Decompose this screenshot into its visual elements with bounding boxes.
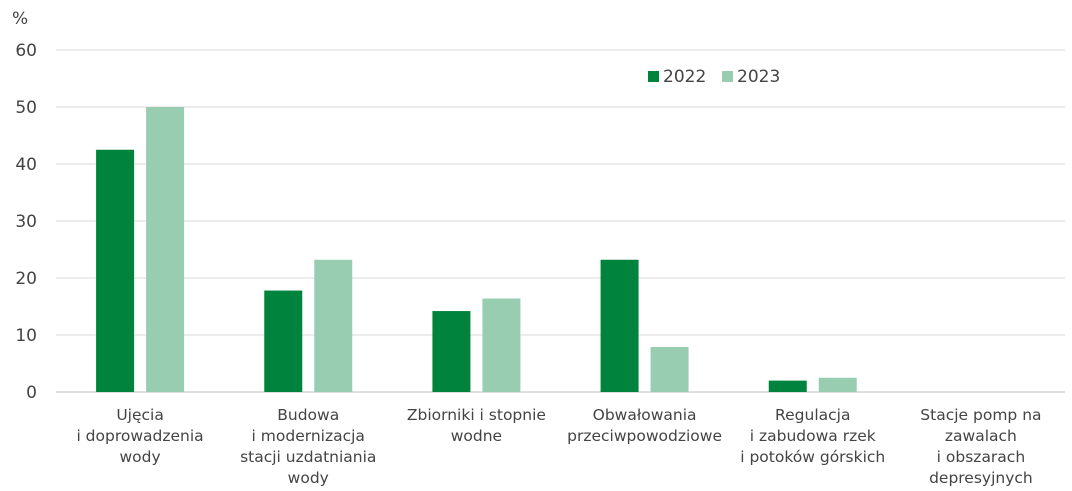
category-label: Budowa i modernizacja stacji uzdatniania wo… bbox=[240, 406, 376, 487]
category-labels: Ujęcia i doprowadzenia wody Budowa i moderni… bbox=[76, 406, 1041, 487]
y-tick-label: 10 bbox=[15, 326, 37, 346]
y-axis-label: % bbox=[12, 9, 28, 29]
legend-label: 2023 bbox=[737, 67, 780, 87]
bar-2023 bbox=[314, 259, 353, 392]
y-tick-label: 40 bbox=[15, 155, 37, 175]
y-tick-label: 30 bbox=[15, 212, 37, 232]
bar-2023 bbox=[482, 298, 521, 392]
category-label: Stacje pomp na zawalach i obszarach depresy… bbox=[920, 406, 1041, 487]
y-axis-tick-labels: 0 10 20 30 40 50 60 bbox=[15, 41, 37, 403]
y-tick-label: 50 bbox=[15, 98, 37, 118]
legend-swatch bbox=[648, 71, 659, 82]
bar-2023 bbox=[818, 377, 857, 392]
category-label: Obwałowania przeciwpowodziowe bbox=[567, 406, 722, 445]
bar-2022 bbox=[768, 380, 807, 392]
y-tick-label: 60 bbox=[15, 41, 37, 61]
bars bbox=[96, 107, 857, 392]
bar-2022 bbox=[432, 311, 471, 392]
category-label: Zbiorniki i stopnie wodne bbox=[407, 406, 546, 445]
y-tick-label: 0 bbox=[26, 383, 37, 403]
y-tick-label: 20 bbox=[15, 269, 37, 289]
gridlines bbox=[56, 49, 1065, 393]
legend-swatch bbox=[722, 71, 733, 82]
bar-2022 bbox=[96, 149, 135, 392]
bar-2023 bbox=[146, 107, 185, 392]
legend-label: 2022 bbox=[663, 67, 706, 87]
legend: 2022 2023 bbox=[648, 67, 780, 87]
bar-2022 bbox=[264, 290, 303, 392]
bar-2022 bbox=[600, 259, 639, 392]
category-label: Regulacja i zabudowa rzek i potoków górski… bbox=[740, 406, 885, 466]
bar-2023 bbox=[650, 346, 689, 392]
category-label: Ujęcia i doprowadzenia wody bbox=[76, 406, 203, 466]
